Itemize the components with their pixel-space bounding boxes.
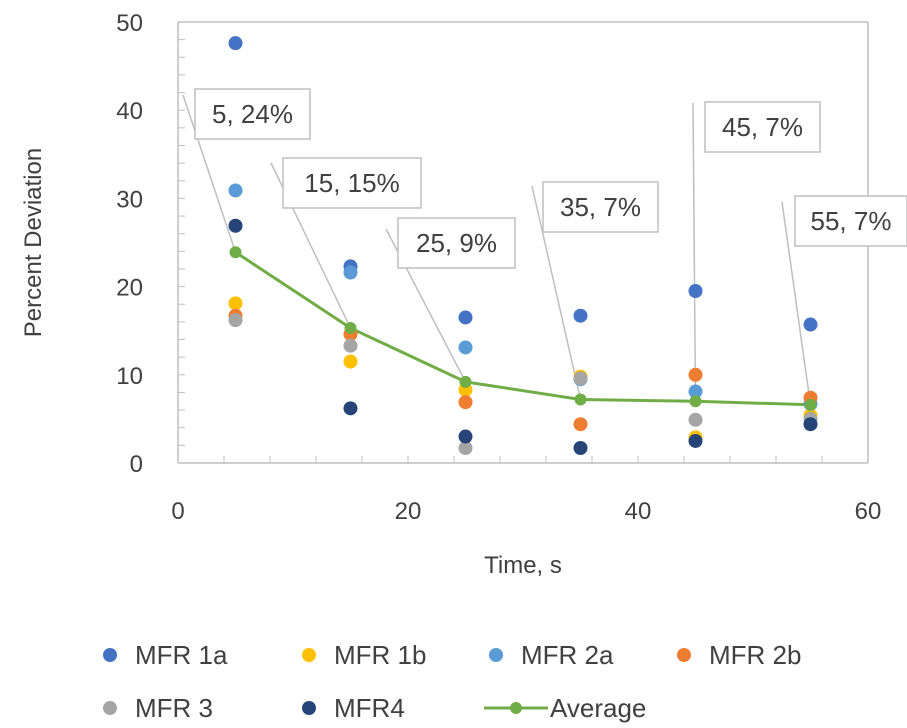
point-mfr-3 bbox=[688, 412, 703, 427]
legend-label-mfr-1a: MFR 1a bbox=[135, 640, 228, 670]
data-callouts: 5, 24% 15, 15% 25, 9% 35, 7% 45, 7% 55, 7% bbox=[194, 88, 907, 269]
y-tick-label: 40 bbox=[116, 98, 143, 125]
plot-frame bbox=[178, 21, 869, 463]
legend-swatch-average bbox=[510, 702, 522, 714]
legend-label-mfr-3: MFR 3 bbox=[135, 693, 213, 723]
point-mfr-1b bbox=[343, 354, 358, 369]
point-mfr-2b bbox=[573, 417, 588, 432]
callout-box bbox=[397, 217, 516, 269]
legend-swatch-mfr-2b bbox=[677, 648, 691, 662]
callout-leader bbox=[692, 102, 697, 402]
callout-label: 15, 15% bbox=[304, 168, 399, 198]
y-tick-label: 30 bbox=[116, 186, 143, 213]
point-average bbox=[459, 375, 472, 388]
point-average bbox=[344, 322, 357, 335]
callout-leader bbox=[781, 201, 812, 405]
x-tick-labels: 0 20 40 60 bbox=[171, 498, 881, 525]
average-series-line bbox=[234, 250, 811, 407]
callout-label: 35, 7% bbox=[560, 192, 641, 222]
point-average bbox=[574, 393, 587, 406]
legend-label-mfr4: MFR4 bbox=[334, 693, 405, 723]
point-average bbox=[689, 395, 702, 408]
point-mfr-2a bbox=[228, 183, 243, 198]
legend-label-mfr-1b: MFR 1b bbox=[334, 640, 426, 670]
point-mfr-3 bbox=[573, 371, 588, 386]
point-mfr-2b bbox=[458, 395, 473, 410]
point-average bbox=[804, 398, 817, 411]
callout-box bbox=[542, 181, 659, 233]
legend: MFR 1a MFR 1b MFR 2a MFR 2b MFR 3 MFR4 Average bbox=[103, 640, 801, 723]
x-tick-label: 20 bbox=[395, 498, 422, 525]
x-tick-label: 60 bbox=[855, 498, 882, 525]
point-mfr-3 bbox=[343, 338, 358, 353]
point-mfr-2a bbox=[688, 384, 703, 399]
callout-box bbox=[282, 157, 422, 209]
x-axis-title: Time, s bbox=[484, 552, 562, 579]
y-tick-labels: 0 10 20 30 40 50 bbox=[116, 10, 143, 478]
legend-swatch-mfr-2a bbox=[489, 648, 503, 662]
legend-swatch-mfr-1b bbox=[302, 648, 316, 662]
point-mfr4 bbox=[688, 433, 703, 448]
point-mfr-3 bbox=[458, 441, 473, 456]
axes bbox=[177, 21, 869, 464]
callout-label: 25, 9% bbox=[416, 228, 497, 258]
point-mfr-1a bbox=[688, 284, 703, 299]
point-mfr-1a bbox=[803, 317, 818, 332]
point-mfr-1a bbox=[458, 310, 473, 325]
data-points bbox=[228, 36, 818, 456]
callout-box bbox=[794, 195, 907, 247]
legend-label-average: Average bbox=[550, 693, 646, 723]
callout-label: 5, 24% bbox=[212, 99, 293, 129]
point-mfr4 bbox=[458, 429, 473, 444]
point-mfr4 bbox=[573, 441, 588, 456]
legend-label-mfr-2a: MFR 2a bbox=[521, 640, 614, 670]
point-mfr-1a bbox=[228, 36, 243, 51]
y-tick-label: 10 bbox=[116, 363, 143, 390]
point-mfr-1a bbox=[573, 308, 588, 323]
x-tick-label: 0 bbox=[171, 498, 184, 525]
callout-box bbox=[194, 88, 311, 140]
average-line bbox=[234, 250, 811, 407]
point-mfr-2a bbox=[343, 265, 358, 280]
point-mfr4 bbox=[803, 417, 818, 432]
callout-label: 45, 7% bbox=[722, 112, 803, 142]
callout-leader bbox=[531, 185, 582, 400]
point-mfr4 bbox=[228, 218, 243, 233]
legend-label-mfr-2b: MFR 2b bbox=[709, 640, 801, 670]
callout-box bbox=[704, 101, 821, 153]
callout-label: 55, 7% bbox=[811, 206, 892, 236]
legend-swatch-mfr4 bbox=[302, 701, 316, 715]
legend-swatch-mfr-1a bbox=[103, 648, 117, 662]
y-tick-label: 50 bbox=[116, 10, 143, 37]
point-mfr-2a bbox=[458, 340, 473, 355]
y-tick-label: 20 bbox=[116, 275, 143, 302]
point-average bbox=[229, 246, 242, 259]
legend-swatch-mfr-3 bbox=[103, 701, 117, 715]
point-mfr4 bbox=[343, 401, 358, 416]
y-axis-title: Percent Deviation bbox=[20, 148, 47, 337]
point-mfr-2b bbox=[688, 367, 703, 382]
point-mfr-1b bbox=[228, 296, 243, 311]
point-mfr-3 bbox=[228, 313, 243, 328]
callout-leader bbox=[182, 94, 237, 253]
y-tick-label: 0 bbox=[130, 451, 143, 478]
x-tick-label: 40 bbox=[625, 498, 652, 525]
